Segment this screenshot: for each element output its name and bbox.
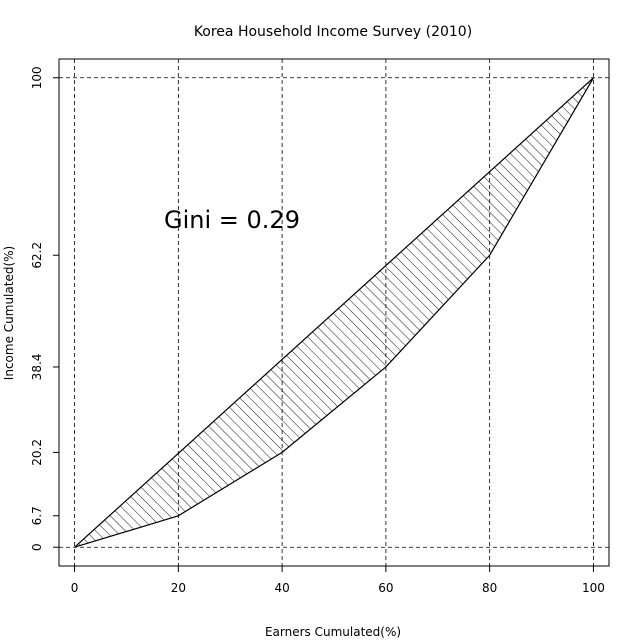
x-tick-label: 0 — [71, 581, 79, 595]
curve-lines — [74, 77, 594, 548]
y-axis-label: Income Cumulated(%) — [2, 246, 16, 380]
grid-lines — [59, 59, 609, 566]
x-tick-label: 100 — [582, 581, 605, 595]
x-tick-label: 80 — [482, 581, 497, 595]
x-axis: 0 20 40 60 80 100 — [71, 566, 605, 595]
y-tick-label: 6.7 — [30, 506, 44, 525]
y-tick-label: 20.2 — [30, 439, 44, 466]
x-tick-label: 60 — [378, 581, 393, 595]
x-tick-label: 40 — [274, 581, 289, 595]
chart-title: Korea Household Income Survey (2010) — [194, 24, 472, 40]
plot-frame — [58, 58, 610, 567]
y-tick-label: 100 — [30, 66, 44, 89]
gini-annotation: Gini = 0.29 — [164, 206, 300, 234]
y-axis: 0 6.7 20.2 38.4 62.2 100 — [30, 66, 59, 551]
x-tick-label: 20 — [171, 581, 186, 595]
y-tick-label: 38.4 — [30, 354, 44, 381]
lorenz-curve — [74, 77, 594, 548]
y-tick-label: 0 — [30, 543, 44, 551]
y-tick-label: 62.2 — [30, 242, 44, 269]
x-axis-label: Earners Cumulated(%) — [265, 625, 401, 639]
equality-line — [74, 77, 594, 548]
